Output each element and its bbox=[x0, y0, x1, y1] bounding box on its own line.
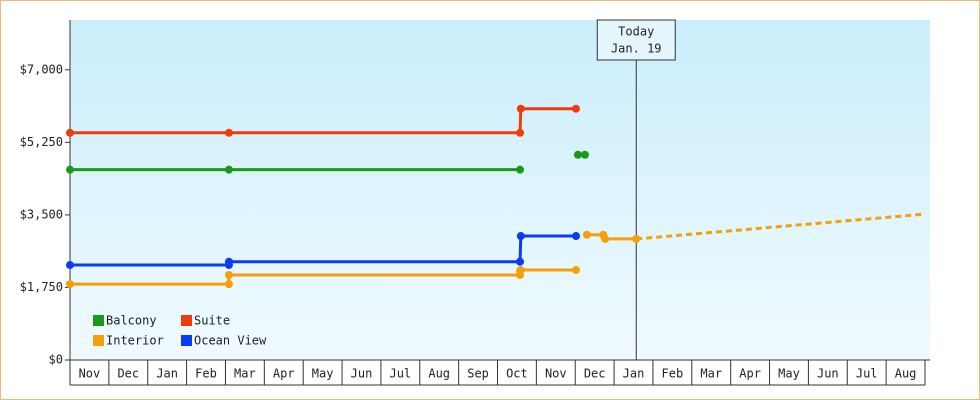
legend-label: Suite bbox=[194, 314, 230, 328]
x-tick-label: Jul bbox=[389, 367, 411, 381]
today-label: Today bbox=[618, 25, 654, 39]
point bbox=[224, 257, 233, 266]
point bbox=[224, 271, 233, 279]
x-tick-label: Jan bbox=[156, 367, 178, 381]
x-tick-label: Jun bbox=[817, 367, 839, 381]
x-tick-label: Mar bbox=[234, 367, 256, 381]
x-tick-label: Nov bbox=[79, 367, 101, 381]
point bbox=[601, 234, 610, 243]
y-tick-label: $7,000 bbox=[20, 62, 63, 76]
point bbox=[516, 257, 525, 266]
x-tick-label: Dec bbox=[584, 367, 606, 381]
y-tick-label: $1,750 bbox=[20, 280, 63, 294]
legend-swatch bbox=[93, 335, 104, 346]
y-tick-label: $0 bbox=[49, 353, 63, 367]
point bbox=[582, 230, 591, 239]
point bbox=[516, 128, 525, 137]
x-tick-label: Oct bbox=[506, 367, 528, 381]
x-tick-label: Apr bbox=[273, 367, 295, 381]
x-tick-label: Feb bbox=[195, 367, 217, 381]
point bbox=[224, 128, 233, 137]
x-tick-label: Jan bbox=[623, 367, 645, 381]
point bbox=[516, 165, 525, 174]
point bbox=[516, 266, 525, 275]
legend-swatch bbox=[181, 335, 192, 346]
x-tick-label: Aug bbox=[895, 367, 917, 381]
y-tick-label: $5,250 bbox=[20, 135, 63, 149]
x-tick-label: Nov bbox=[545, 367, 567, 381]
x-tick-label: May bbox=[312, 367, 334, 381]
x-tick-label: Jun bbox=[351, 367, 373, 381]
legend-swatch bbox=[93, 315, 104, 326]
x-tick-label: Mar bbox=[700, 367, 722, 381]
y-tick-label: $3,500 bbox=[20, 207, 63, 221]
x-tick-label: Sep bbox=[467, 367, 489, 381]
x-tick-label: Jul bbox=[856, 367, 878, 381]
point bbox=[580, 150, 589, 159]
x-tick-label: Aug bbox=[428, 367, 450, 381]
point bbox=[66, 261, 74, 270]
point bbox=[572, 104, 581, 113]
today-label: Jan. 19 bbox=[611, 42, 662, 56]
x-tick-label: Dec bbox=[117, 367, 139, 381]
point bbox=[224, 165, 233, 174]
legend-label: Balcony bbox=[106, 314, 157, 328]
point bbox=[224, 280, 233, 289]
point bbox=[516, 232, 525, 241]
legend-label: Interior bbox=[106, 334, 164, 348]
today-box bbox=[596, 19, 676, 61]
point bbox=[66, 280, 74, 289]
point bbox=[572, 266, 581, 275]
point bbox=[66, 128, 74, 137]
point bbox=[66, 165, 74, 174]
legend-swatch bbox=[181, 315, 192, 326]
point bbox=[516, 104, 525, 113]
x-tick-label: Feb bbox=[662, 367, 684, 381]
point bbox=[572, 232, 581, 241]
series-line bbox=[70, 234, 577, 267]
series-line bbox=[636, 212, 926, 241]
legend-label: Ocean View bbox=[194, 334, 267, 348]
x-tick-label: Apr bbox=[739, 367, 761, 381]
point bbox=[573, 150, 582, 159]
x-tick-label: May bbox=[778, 367, 800, 381]
plot-area bbox=[70, 20, 930, 360]
